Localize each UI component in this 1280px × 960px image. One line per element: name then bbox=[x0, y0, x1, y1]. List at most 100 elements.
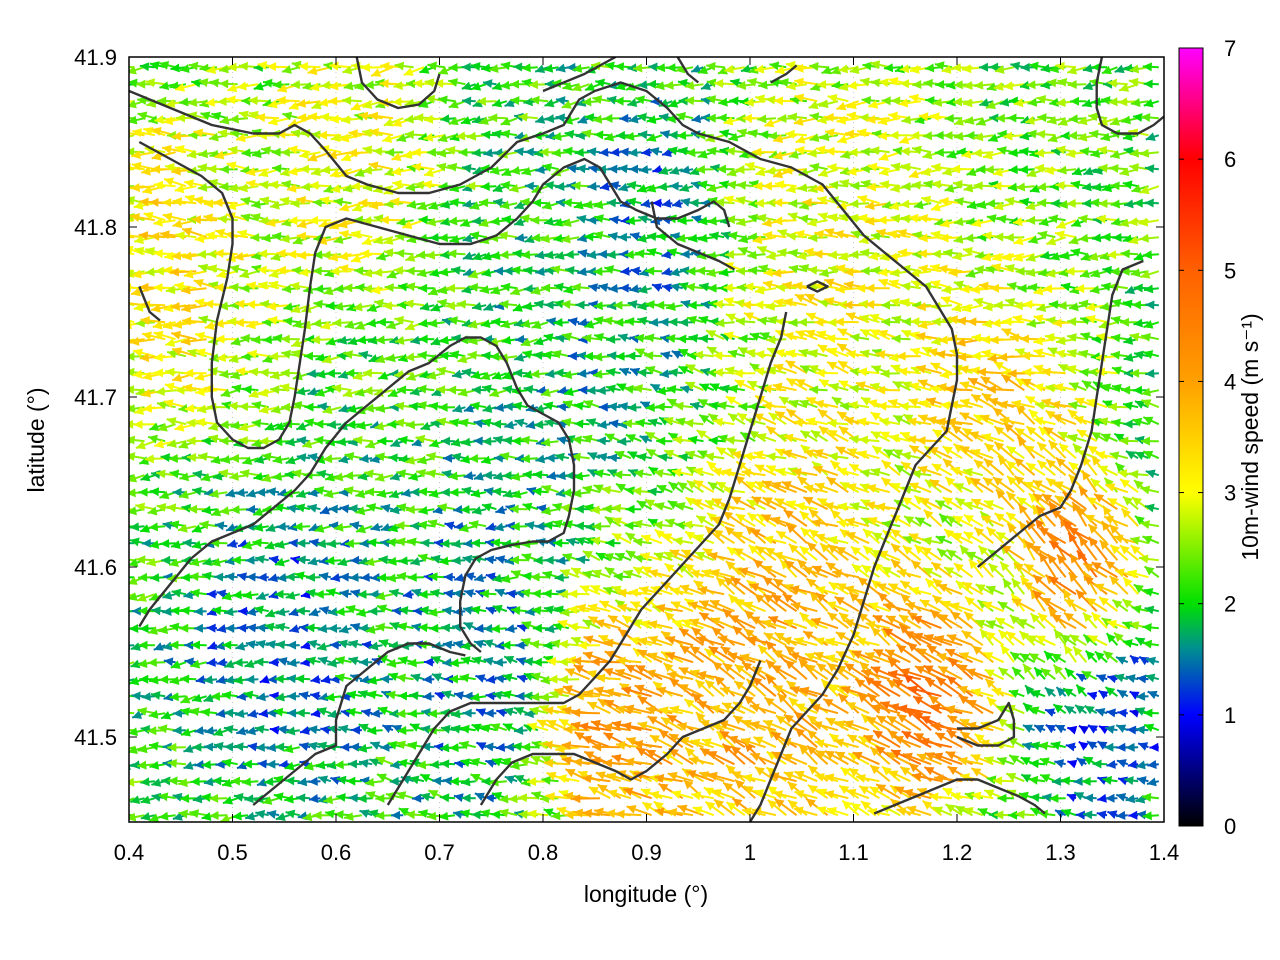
wind-arrow bbox=[165, 367, 187, 377]
wind-arrow bbox=[216, 658, 228, 667]
wind-arrow bbox=[137, 744, 156, 754]
wind-arrow bbox=[233, 657, 249, 667]
x-tick-label: 1.4 bbox=[1149, 840, 1180, 865]
wind-arrow bbox=[140, 316, 166, 326]
wind-arrow bbox=[181, 316, 207, 326]
wind-arrow bbox=[158, 792, 176, 802]
wind-arrow bbox=[138, 640, 155, 650]
wind-arrow bbox=[129, 592, 145, 601]
wind-arrow bbox=[170, 63, 187, 73]
colorbar-tick-label: 1 bbox=[1224, 703, 1236, 728]
wind-arrow bbox=[190, 588, 207, 598]
wind-arrow bbox=[167, 758, 187, 768]
wind-arrow bbox=[190, 640, 207, 650]
colorbar-title: 10m-wind speed (m s⁻¹) bbox=[1237, 313, 1263, 560]
wind-arrow bbox=[221, 758, 238, 768]
wind-arrow bbox=[129, 405, 135, 409]
wind-arrow bbox=[209, 793, 228, 803]
wind-arrow bbox=[163, 657, 176, 667]
colorbar-tick-label: 2 bbox=[1224, 592, 1236, 617]
wind-arrow bbox=[180, 793, 197, 803]
wind-arrow bbox=[174, 184, 197, 194]
wind-arrow bbox=[153, 217, 176, 227]
wind-arrow bbox=[211, 111, 228, 121]
wind-arrow bbox=[191, 215, 218, 225]
wind-arrow bbox=[179, 623, 197, 633]
wind-arrow bbox=[141, 538, 155, 548]
wind-arrow bbox=[232, 811, 249, 821]
wind-arrow bbox=[140, 795, 156, 805]
wind-arrow bbox=[194, 726, 207, 736]
wind-arrow bbox=[212, 776, 228, 786]
wind-arrow bbox=[226, 539, 238, 548]
wind-arrow bbox=[145, 78, 166, 88]
wind-arrow bbox=[201, 505, 218, 515]
wind-arrow bbox=[171, 588, 187, 598]
wind-arrow bbox=[183, 269, 207, 279]
wind-arrow bbox=[129, 525, 135, 528]
wind-arrow bbox=[183, 761, 197, 770]
wind-arrow bbox=[174, 144, 197, 154]
wind-arrow bbox=[234, 709, 249, 719]
wind-arrow bbox=[129, 147, 145, 157]
wind-arrow bbox=[129, 452, 145, 462]
wind-arrow bbox=[172, 708, 186, 718]
wind-arrow bbox=[129, 338, 145, 342]
wind-arrow bbox=[194, 331, 218, 341]
wind-arrow bbox=[158, 811, 176, 821]
wind-arrow bbox=[169, 81, 187, 91]
wind-arrow bbox=[151, 606, 166, 616]
wind-arrow bbox=[238, 606, 249, 616]
wind-arrow bbox=[225, 623, 238, 633]
wind-arrow bbox=[133, 419, 155, 429]
colorbar-tick-label: 4 bbox=[1224, 369, 1236, 394]
wind-arrow bbox=[153, 352, 176, 362]
wind-arrow bbox=[129, 797, 135, 802]
wind-arrow bbox=[169, 640, 186, 650]
wind-arrow bbox=[192, 486, 207, 496]
wind-arrow bbox=[165, 338, 187, 347]
wind-arrow bbox=[132, 128, 156, 138]
wind-arrow bbox=[195, 417, 218, 427]
wind-arrow bbox=[129, 814, 135, 817]
wind-arrow bbox=[162, 198, 186, 208]
wind-arrow bbox=[177, 523, 197, 533]
wind-arrow bbox=[203, 742, 218, 752]
wind-arrow bbox=[140, 777, 155, 787]
wind-arrow bbox=[148, 741, 166, 751]
wind-arrow bbox=[192, 794, 207, 804]
wind-arrow bbox=[225, 572, 238, 582]
colorbar-tick-label: 6 bbox=[1224, 147, 1236, 172]
wind-arrow bbox=[179, 472, 197, 482]
wind-arrow bbox=[180, 606, 197, 616]
wind-arrow bbox=[166, 349, 187, 359]
wind-arrow bbox=[170, 301, 197, 311]
wind-arrow bbox=[162, 590, 176, 600]
wind-arrow bbox=[207, 641, 218, 650]
wind-arrow bbox=[189, 572, 207, 582]
colorbar-tick-label: 3 bbox=[1224, 481, 1236, 506]
wind-arrow bbox=[147, 434, 166, 444]
wind-arrow bbox=[200, 473, 218, 482]
wind-arrow bbox=[192, 469, 207, 479]
wind-arrow bbox=[133, 235, 156, 245]
wind-arrow bbox=[170, 660, 187, 669]
y-tick-label: 41.6 bbox=[74, 555, 117, 580]
wind-arrow bbox=[189, 809, 207, 819]
wind-arrow bbox=[140, 812, 156, 821]
x-tick-label: 0.9 bbox=[631, 840, 662, 865]
wind-arrow bbox=[224, 742, 238, 752]
wind-arrow bbox=[226, 161, 249, 171]
wind-arrow bbox=[129, 351, 145, 361]
wind-arrow bbox=[129, 746, 135, 750]
colorbar-tick-label: 0 bbox=[1224, 814, 1236, 839]
wind-arrow bbox=[222, 796, 238, 805]
wind-arrow bbox=[167, 742, 186, 752]
wind-arrow bbox=[175, 385, 197, 395]
wind-arrow bbox=[206, 623, 218, 633]
wind-arrow bbox=[172, 487, 186, 497]
wind-arrow bbox=[137, 111, 156, 121]
wind-arrow bbox=[230, 505, 249, 515]
wind-arrow bbox=[161, 555, 176, 565]
wind-arrow bbox=[140, 472, 156, 482]
